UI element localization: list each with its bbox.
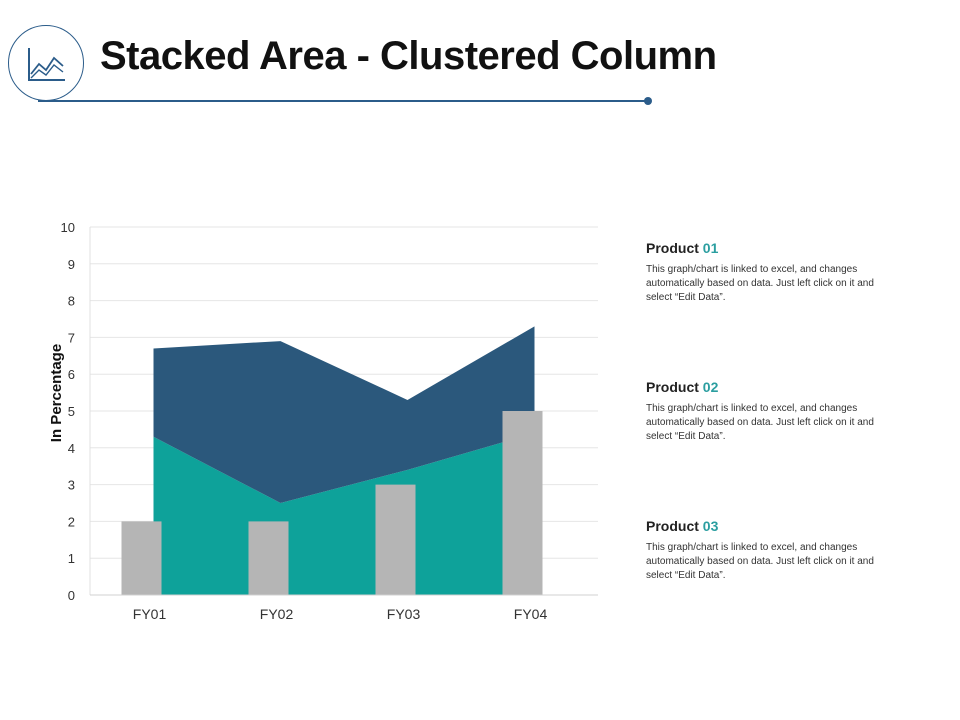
y-tick-label: 7 [68, 330, 75, 345]
y-tick-label: 5 [68, 404, 75, 419]
y-axis-title: In Percentage [48, 344, 65, 442]
x-tick-label: FY04 [514, 606, 548, 622]
y-tick-label: 6 [68, 367, 75, 382]
y-tick-label: 8 [68, 294, 75, 309]
y-tick-label: 10 [61, 220, 75, 235]
title-divider-dot [644, 97, 652, 105]
x-tick-label: FY01 [133, 606, 167, 622]
legend-title: Product 01 [646, 240, 719, 256]
column-bar [248, 521, 289, 595]
x-tick-label: FY02 [260, 606, 294, 622]
legend-description: This graph/chart is linked to excel, and… [646, 542, 874, 581]
x-tick-label: FY03 [387, 606, 421, 622]
y-tick-label: 1 [68, 551, 75, 566]
y-tick-label: 0 [68, 588, 75, 603]
legend-title: Product 03 [646, 518, 719, 534]
legend-item-product-02: Product 02 This graph/chart is linked to… [646, 379, 896, 444]
legend-description: This graph/chart is linked to excel, and… [646, 403, 874, 442]
column-bar [121, 521, 162, 595]
page-title: Stacked Area - Clustered Column [100, 34, 717, 78]
legend-item-product-01: Product 01 This graph/chart is linked to… [646, 240, 896, 305]
column-bar [502, 411, 543, 595]
legend-description: This graph/chart is linked to excel, and… [646, 264, 874, 303]
area-series-2 [153, 326, 535, 503]
y-tick-label: 3 [68, 478, 75, 493]
y-tick-label: 9 [68, 257, 75, 272]
y-tick-label: 2 [68, 514, 75, 529]
column-bar [375, 484, 416, 595]
area-chart-icon [8, 25, 84, 101]
title-divider [38, 100, 648, 102]
y-tick-label: 4 [68, 441, 75, 456]
legend-item-product-03: Product 03 This graph/chart is linked to… [646, 518, 896, 583]
legend-title: Product 02 [646, 379, 719, 395]
